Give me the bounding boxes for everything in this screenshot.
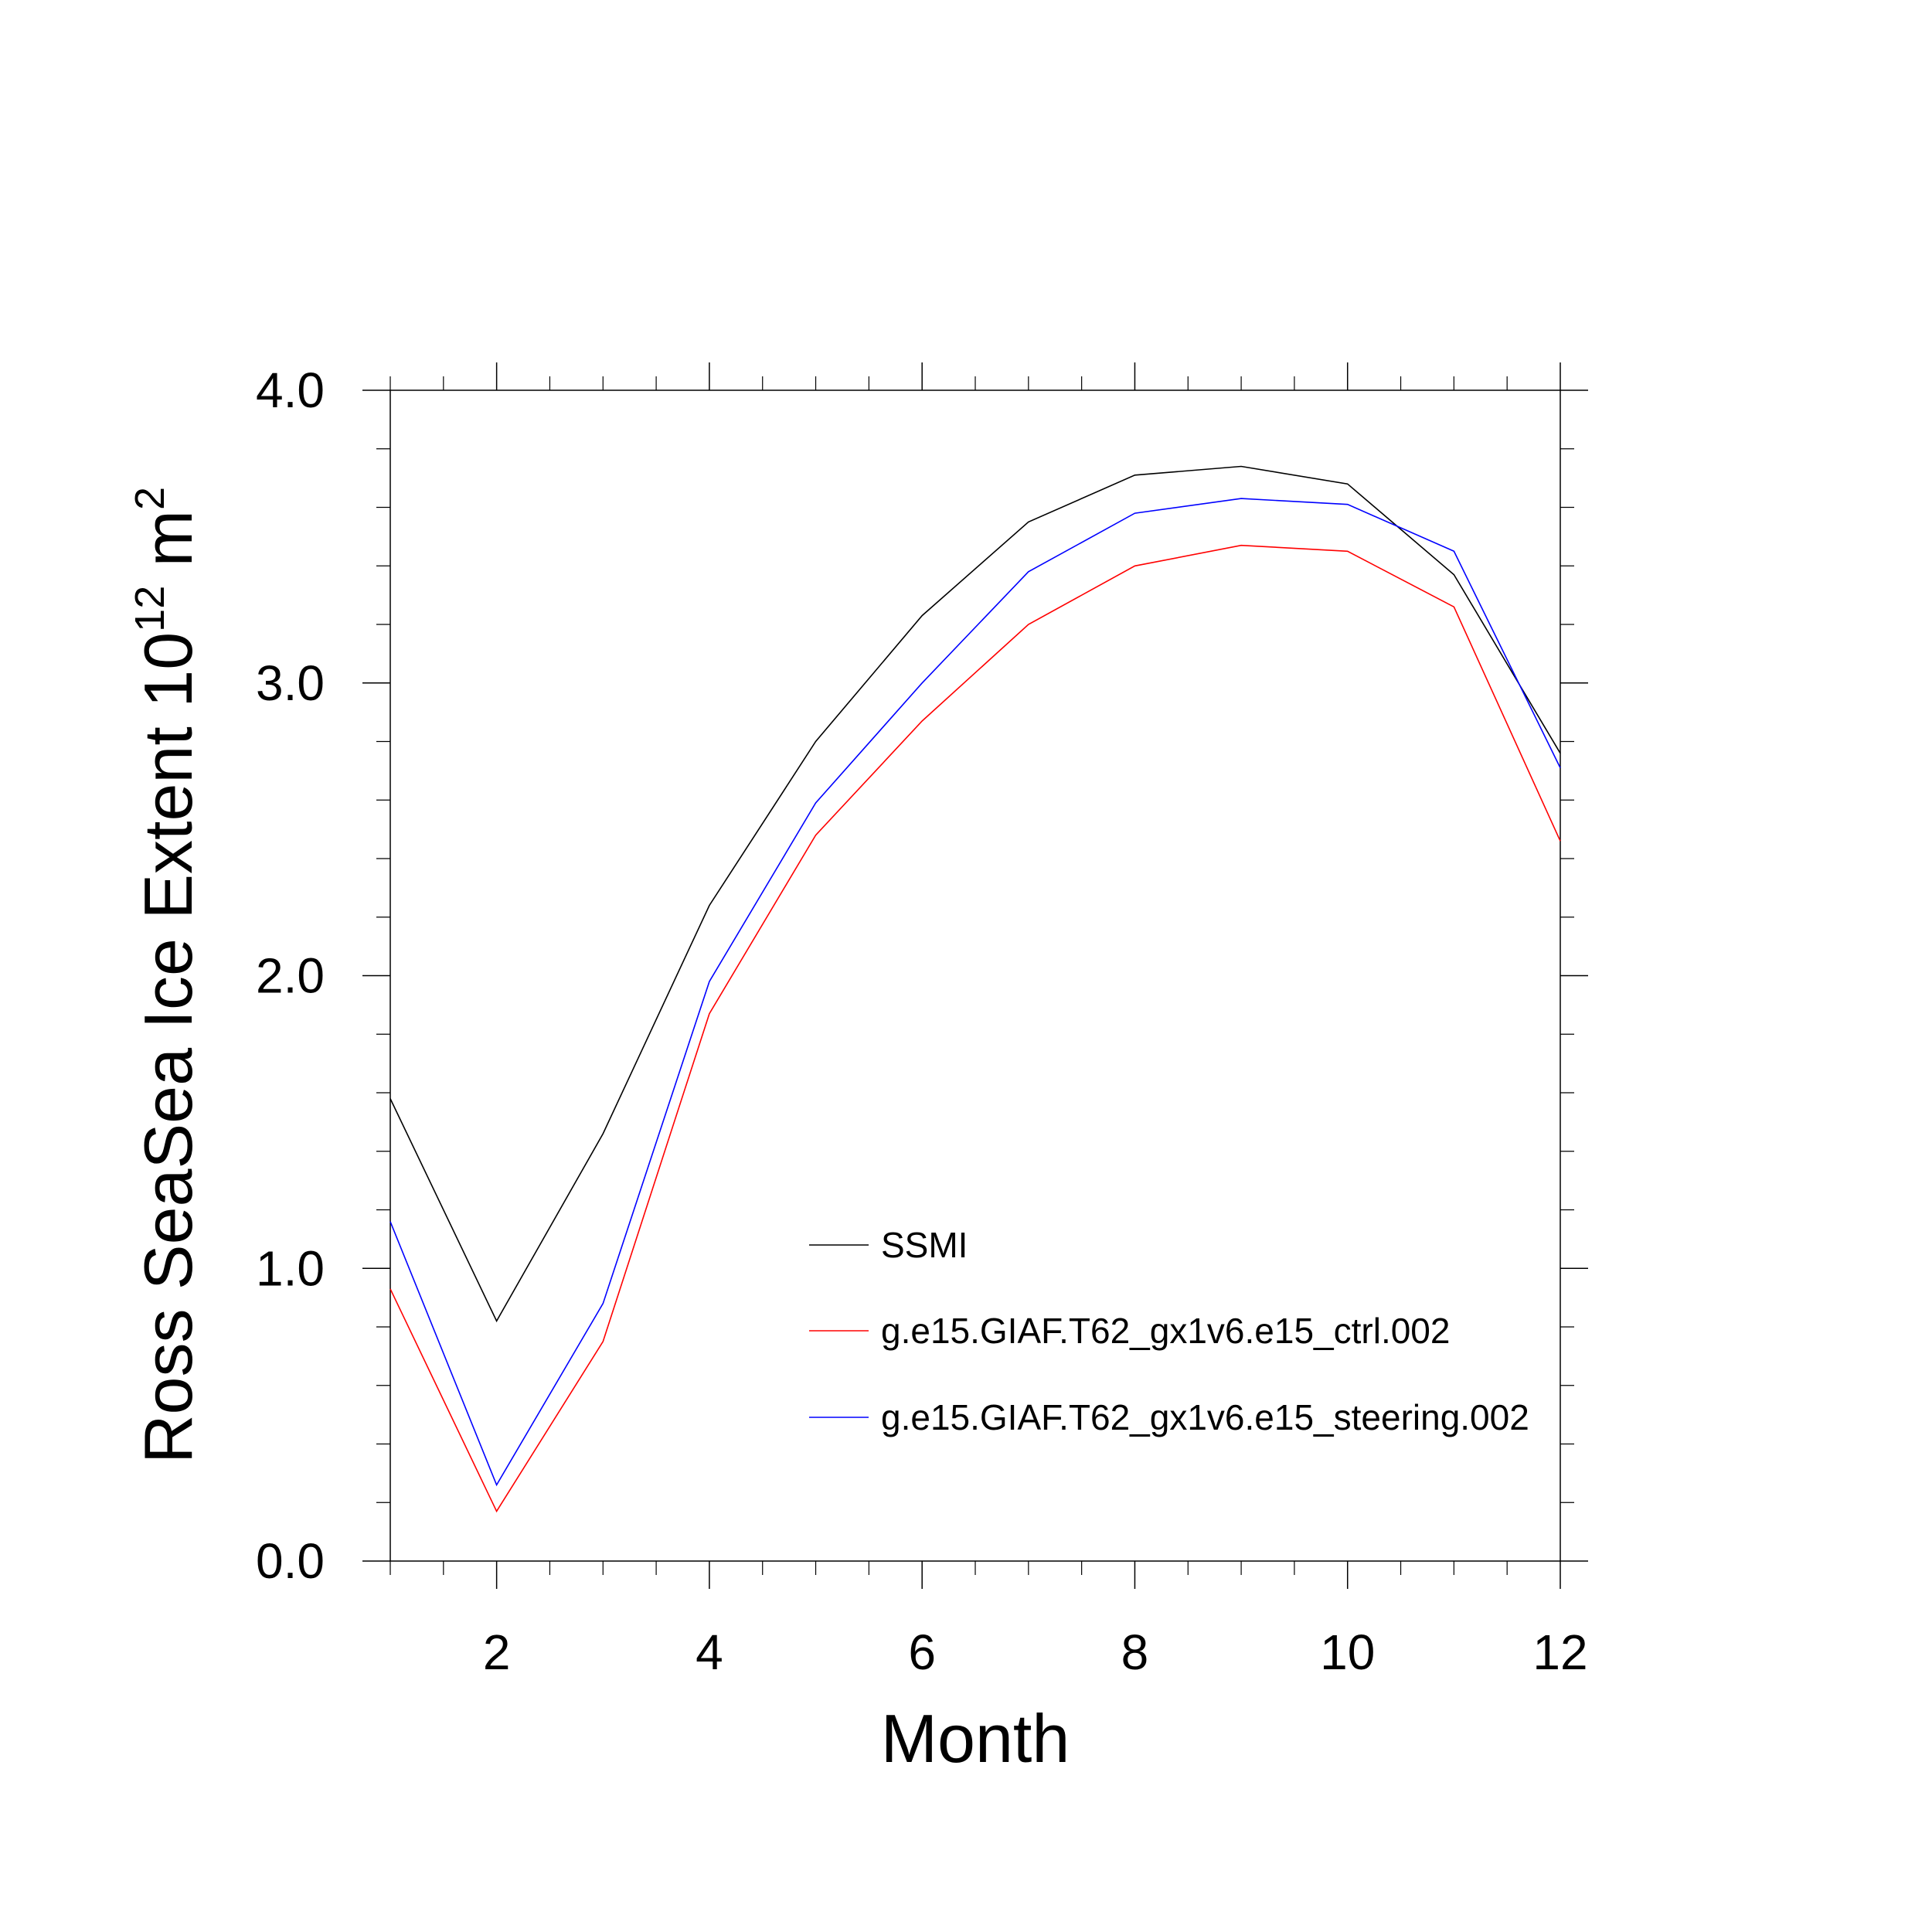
x-tick-label: 10 — [1320, 1624, 1375, 1680]
y-axis-title-text: Ross SeaSea Ice Extent 10 — [130, 632, 206, 1464]
plot-frame — [389, 389, 1561, 1562]
x-tick-label: 12 — [1532, 1624, 1587, 1680]
y-axis-title-exponent: 12 — [127, 586, 173, 632]
y-tick-label: 0.0 — [256, 1533, 325, 1589]
x-axis-title: Month — [881, 1700, 1070, 1777]
series-lines — [389, 465, 1561, 1513]
series-line-1 — [389, 465, 1561, 1323]
y-axis-title: Ross SeaSea Ice Extent 1012 m2 — [127, 487, 206, 1464]
y-tick-label: 2.0 — [256, 948, 325, 1004]
plot-frame-group — [389, 389, 1561, 1562]
legend-label-1: SSMI — [881, 1225, 968, 1265]
y-axis-title-unit: m — [130, 510, 206, 586]
legend: SSMI g.e15.GIAF.T62_gx1v6.e15_ctrl.002 g.e… — [809, 1225, 1529, 1437]
series-line-3 — [389, 498, 1561, 1487]
x-tick-label: 4 — [696, 1624, 723, 1680]
y-tick-label: 3.0 — [256, 655, 325, 711]
y-tick-label: 4.0 — [256, 362, 325, 418]
x-tick-label: 6 — [908, 1624, 936, 1680]
tick-labels: 2 4 6 8 10 12 0.0 1.0 2.0 3.0 4.0 — [256, 362, 1588, 1680]
x-tick-label: 2 — [483, 1624, 511, 1680]
axis-ticks — [362, 362, 1588, 1589]
y-axis-title-unit-exponent: 2 — [127, 487, 173, 510]
x-tick-label: 8 — [1121, 1624, 1149, 1680]
legend-label-3: g.e15.GIAF.T62_gx1v6.e15_steering.002 — [881, 1397, 1529, 1437]
y-tick-label: 1.0 — [256, 1240, 325, 1296]
series-line-2 — [389, 544, 1561, 1513]
legend-label-2: g.e15.GIAF.T62_gx1v6.e15_ctrl.002 — [881, 1311, 1450, 1351]
